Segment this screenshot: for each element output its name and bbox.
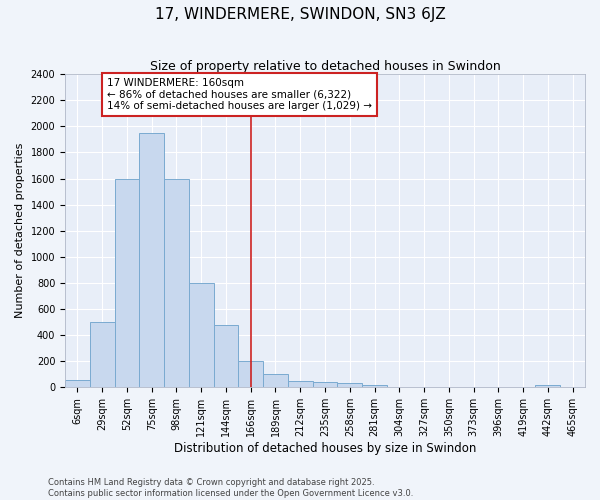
Bar (115, 178, 139, 388)
Bar (313, 382, 337, 388)
Bar (263, 374, 288, 388)
Text: 17, WINDERMERE, SWINDON, SN3 6JZ: 17, WINDERMERE, SWINDON, SN3 6JZ (155, 8, 445, 22)
Bar (65, 380, 90, 388)
Bar (139, 133, 164, 388)
Bar (535, 384, 560, 388)
Bar (337, 384, 362, 388)
Bar (90, 322, 115, 388)
Bar (412, 386, 436, 388)
X-axis label: Distribution of detached houses by size in Swindon: Distribution of detached houses by size … (174, 442, 476, 455)
Text: 17 WINDERMERE: 160sqm
← 86% of detached houses are smaller (6,322)
14% of semi-d: 17 WINDERMERE: 160sqm ← 86% of detached … (107, 78, 372, 112)
Title: Size of property relative to detached houses in Swindon: Size of property relative to detached ho… (149, 60, 500, 73)
Bar (238, 361, 263, 388)
Text: Contains HM Land Registry data © Crown copyright and database right 2025.
Contai: Contains HM Land Registry data © Crown c… (48, 478, 413, 498)
Bar (214, 324, 238, 388)
Bar (362, 386, 387, 388)
Bar (288, 382, 313, 388)
Bar (189, 283, 214, 388)
Bar (387, 386, 412, 388)
Y-axis label: Number of detached properties: Number of detached properties (15, 143, 25, 318)
Bar (164, 178, 189, 388)
